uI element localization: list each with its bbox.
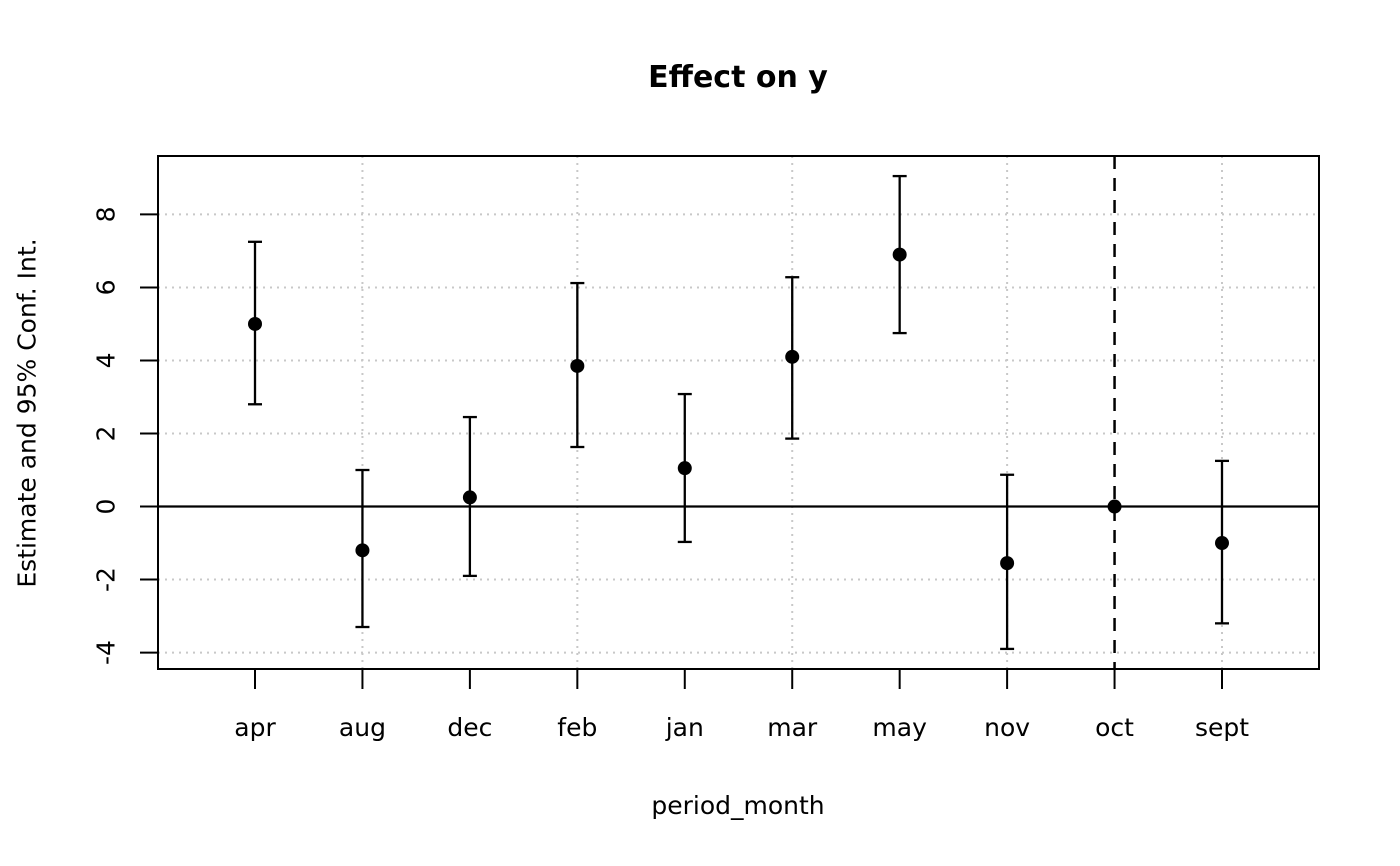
- data-point: [355, 543, 370, 558]
- data-point: [892, 247, 907, 262]
- x-tick-label: feb: [557, 713, 597, 742]
- x-tick-label: nov: [984, 713, 1030, 742]
- data-point: [248, 316, 262, 331]
- data-point: [1215, 536, 1229, 551]
- x-tick-label: apr: [234, 713, 276, 742]
- data-point: [785, 349, 800, 364]
- data-point: [570, 358, 585, 373]
- data-point: [1000, 556, 1015, 571]
- x-tick-label: oct: [1095, 713, 1134, 742]
- data-point: [462, 490, 477, 505]
- y-tick-label: 0: [92, 499, 121, 515]
- x-axis-title: period_month: [651, 791, 825, 820]
- y-tick-label: 4: [92, 353, 121, 369]
- y-tick-label: 6: [92, 279, 121, 295]
- plot-box: [157, 155, 1320, 670]
- y-tick-label: -2: [92, 567, 121, 592]
- y-tick-label: 2: [92, 426, 121, 442]
- data-point: [1107, 499, 1122, 514]
- x-tick-label: sept: [1195, 713, 1249, 742]
- x-tick-label: jan: [665, 713, 704, 742]
- chart-title: Effect on y: [648, 60, 828, 95]
- x-tick-label: dec: [447, 713, 492, 742]
- y-tick-label: 8: [92, 206, 121, 222]
- x-tick-label: mar: [767, 713, 818, 742]
- y-tick-label: -4: [92, 640, 121, 665]
- data-point: [677, 461, 692, 476]
- x-tick-label: aug: [339, 713, 386, 742]
- x-tick-label: may: [872, 713, 927, 742]
